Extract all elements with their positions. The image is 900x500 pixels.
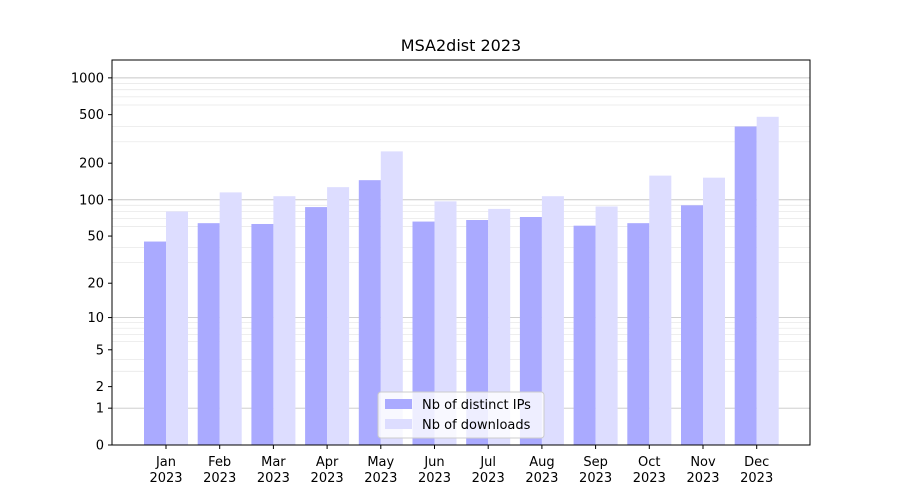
bar-downloads-mar [273, 196, 296, 445]
x-tick-label-year: 2023 [579, 471, 612, 486]
x-tick-label-month: Sep [583, 455, 608, 470]
x-tick-label-year: 2023 [418, 471, 451, 486]
x-tick-label-month: Aug [529, 455, 554, 470]
bar-downloads-may [380, 151, 403, 446]
x-tick-label-month: Dec [744, 455, 769, 470]
bar-distinct-ips-jun [412, 221, 435, 445]
x-tick-label-month: Jun [423, 455, 444, 470]
x-tick-label-year: 2023 [311, 471, 344, 486]
bar-downloads-feb [219, 192, 242, 445]
bar-downloads-sep [595, 206, 618, 445]
x-tick-label-year: 2023 [525, 471, 558, 486]
bar-downloads-oct [649, 175, 672, 445]
x-tick-label-year: 2023 [364, 471, 397, 486]
y-tick-label: 100 [79, 193, 104, 208]
x-tick-label-year: 2023 [686, 471, 719, 486]
x-tick-label-year: 2023 [203, 471, 236, 486]
y-tick-label: 1000 [71, 71, 104, 86]
y-tick-label: 5 [96, 343, 104, 358]
x-tick-label-month: May [367, 455, 394, 470]
y-tick-label: 50 [87, 230, 104, 245]
bar-distinct-ips-jan [144, 241, 166, 445]
y-tick-label: 200 [79, 157, 104, 172]
legend-swatch [385, 419, 412, 429]
y-tick-label: 1 [96, 402, 104, 417]
plot-frame [111, 59, 811, 446]
bar-downloads-jan [166, 211, 188, 445]
legend-box [377, 391, 545, 439]
x-tick-label-year: 2023 [740, 471, 773, 486]
x-tick-label-year: 2023 [149, 471, 182, 486]
bar-distinct-ips-oct [627, 223, 650, 445]
bar-distinct-ips-dec [734, 126, 757, 446]
legend-label: Nb of downloads [422, 418, 531, 433]
x-tick-label-month: Mar [261, 455, 286, 470]
x-tick-label-month: Jul [479, 455, 496, 470]
y-tick-label: 0 [96, 439, 104, 454]
bar-distinct-ips-nov [681, 205, 703, 445]
x-tick-label-year: 2023 [472, 471, 505, 486]
bar-distinct-ips-jul [466, 219, 489, 445]
chart-title: MSA2dist 2023 [401, 36, 521, 55]
legend-swatch [385, 399, 412, 409]
bar-distinct-ips-feb [197, 223, 220, 445]
x-tick-label-year: 2023 [633, 471, 666, 486]
bar-distinct-ips-may [358, 180, 381, 446]
y-tick-label: 20 [87, 277, 104, 292]
x-tick-label-month: Jan [155, 455, 176, 470]
bar-downloads-aug [541, 196, 564, 445]
x-tick-label-month: Feb [208, 455, 231, 470]
bar-downloads-apr [327, 187, 350, 445]
bar-distinct-ips-aug [519, 217, 542, 445]
x-tick-label-month: Apr [316, 455, 339, 470]
bar-distinct-ips-sep [573, 225, 596, 445]
y-tick-label: 500 [79, 108, 104, 123]
bar-distinct-ips-mar [251, 223, 274, 445]
y-tick-label: 2 [96, 380, 104, 395]
bar-downloads-jul [488, 208, 511, 445]
bar-distinct-ips-apr [305, 207, 328, 445]
bar-downloads-jun [434, 201, 457, 445]
legend-label: Nb of distinct IPs [422, 398, 531, 413]
bar-downloads-dec [756, 116, 779, 446]
x-tick-label-month: Oct [638, 455, 660, 470]
y-tick-label: 10 [87, 311, 104, 326]
x-tick-label-year: 2023 [257, 471, 290, 486]
bar-downloads-nov [703, 177, 725, 446]
x-tick-label-month: Nov [690, 455, 716, 470]
